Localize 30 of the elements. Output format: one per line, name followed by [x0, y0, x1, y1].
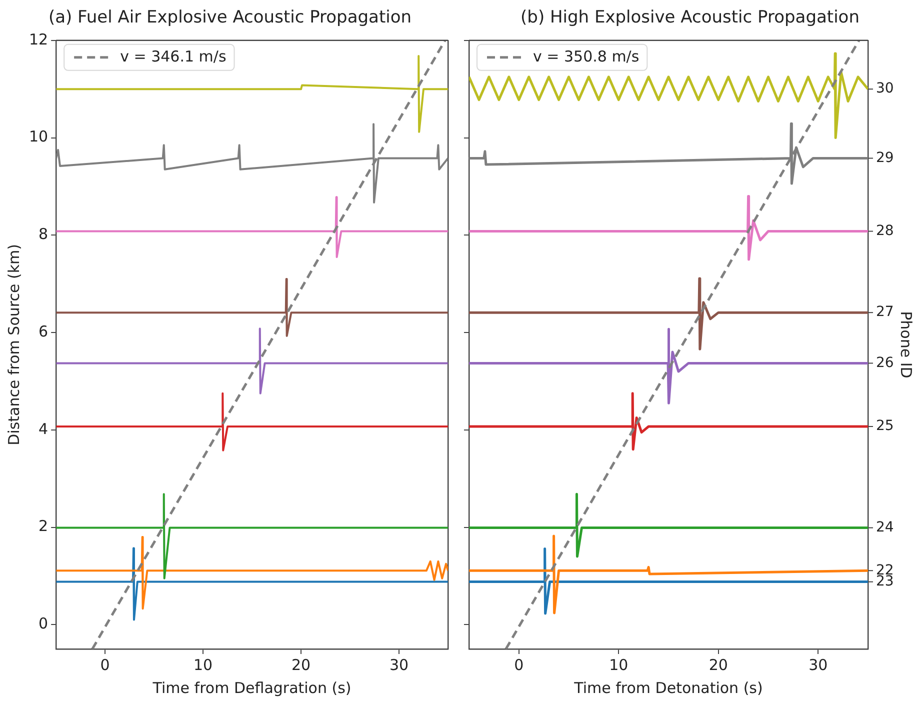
chart-title: (b) High Explosive Acoustic Propagation	[520, 8, 860, 28]
x-tick-label: 20	[291, 656, 311, 674]
x-tick-label: 30	[389, 656, 409, 674]
series-label: 24	[876, 519, 894, 536]
y-tick-label: 6	[38, 322, 48, 340]
legend-label: v = 346.1 m/s	[120, 47, 226, 66]
y-tick-label: 10	[28, 128, 48, 146]
chart-title: (a) Fuel Air Explosive Acoustic Propagation	[48, 8, 412, 28]
y-tick-label: 2	[38, 517, 48, 536]
series-label: 28	[876, 222, 894, 239]
x-tick-label: 10	[194, 656, 213, 674]
x-axis-title: Time from Detonation (s)	[573, 678, 763, 697]
series-label: 30	[876, 80, 894, 97]
x-axis-title: Time from Deflagration (s)	[152, 678, 352, 697]
x-tick-label: 20	[708, 656, 728, 674]
series-label: 27	[876, 304, 894, 320]
legend-label: v = 350.8 m/s	[533, 47, 640, 66]
x-tick-label: 30	[808, 656, 828, 674]
y2-axis-title: Phone ID	[897, 311, 916, 378]
series-label: 29	[876, 150, 894, 166]
series-label: 25	[876, 418, 894, 434]
x-tick-label: 10	[609, 656, 628, 674]
x-tick-label: 0	[514, 656, 524, 674]
y-axis-title: Distance from Source (km)	[4, 244, 23, 446]
y-tick-label: 12	[28, 30, 48, 48]
y-tick-label: 0	[38, 614, 48, 633]
y-tick-label: 4	[38, 420, 48, 438]
x-tick-label: 0	[100, 656, 110, 674]
series-label: 26	[876, 354, 894, 371]
y-tick-label: 8	[38, 225, 48, 244]
